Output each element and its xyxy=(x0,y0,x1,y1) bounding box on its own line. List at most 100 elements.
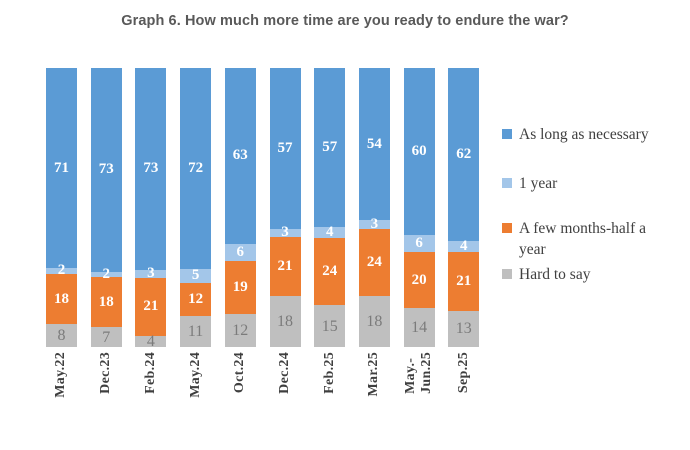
value-label: 57 xyxy=(277,139,293,156)
value-label: 18 xyxy=(98,293,114,310)
bar-segment-1-year: 3 xyxy=(269,225,301,240)
bar-segment-a-few-months-half-a-year: 21 xyxy=(135,277,167,336)
chart-title: Graph 6. How much more time are you read… xyxy=(121,13,569,29)
x-axis-label-may-24: May.24 xyxy=(187,352,203,398)
bar-may-24: 72 5 12 11 xyxy=(180,68,212,347)
x-axis-label-oct-24: Oct.24 xyxy=(232,352,248,394)
bar-segment-as-long-as-necessary: 63 xyxy=(224,68,256,244)
value-label: 6 xyxy=(236,243,245,260)
legend-label: A few months-half a year xyxy=(519,220,646,258)
bar-segment-1-year: 3 xyxy=(358,216,390,231)
bar-feb-24: 73 3 21 4 xyxy=(135,68,167,350)
value-label: 2 xyxy=(57,262,66,279)
value-label: 4 xyxy=(325,224,334,241)
bar-may-22: 71 2 18 8 xyxy=(46,68,77,347)
bar-segment-hard-to-say: 8 xyxy=(46,324,77,347)
value-label: 72 xyxy=(188,159,204,176)
bar-segment-hard-to-say: 12 xyxy=(224,313,256,347)
bar-segment-as-long-as-necessary: 57 xyxy=(269,68,301,229)
bar-sep-25: 62 4 21 13 xyxy=(448,68,480,347)
bar-segment-as-long-as-necessary: 73 xyxy=(90,68,122,272)
legend-label: As long as necessary xyxy=(519,126,649,143)
bar-segment-as-long-as-necessary: 73 xyxy=(135,68,167,270)
bar-segment-hard-to-say: 14 xyxy=(403,307,435,347)
bar-segment-a-few-months-half-a-year: 19 xyxy=(224,260,256,314)
value-label: 63 xyxy=(232,147,248,164)
legend-swatch-icon xyxy=(502,178,512,188)
bar-segment-1-year: 6 xyxy=(403,235,435,253)
x-axis-label-mar-25: Mar.25 xyxy=(366,352,382,397)
value-label: 54 xyxy=(366,135,382,152)
legend-label: Hard to say xyxy=(519,266,591,283)
value-label: 6 xyxy=(415,235,423,252)
value-label: 8 xyxy=(57,327,66,345)
value-label: 21 xyxy=(456,272,472,289)
value-label: 24 xyxy=(322,263,338,280)
bar-segment-a-few-months-half-a-year: 12 xyxy=(180,282,212,317)
bar-segment-1-year: 2 xyxy=(90,266,122,281)
value-label: 2 xyxy=(102,265,110,282)
x-axis-label-dec-23: Dec.23 xyxy=(98,352,114,394)
value-label: 4 xyxy=(460,238,468,255)
bar-segment-hard-to-say: 7 xyxy=(90,327,122,347)
value-label: 21 xyxy=(143,298,159,315)
bar-dec-24: 57 3 21 18 xyxy=(269,68,301,347)
legend: As long as necessary 1 year A few months-h… xyxy=(502,0,687,450)
bar-segment-1-year: 6 xyxy=(224,243,256,261)
bar-segment-hard-to-say: 4 xyxy=(135,332,167,350)
bar-segment-as-long-as-necessary: 71 xyxy=(46,68,77,269)
bar-segment-hard-to-say: 11 xyxy=(180,316,212,347)
value-label: 14 xyxy=(411,318,428,336)
value-label: 3 xyxy=(370,215,379,232)
bar-segment-a-few-months-half-a-year: 21 xyxy=(269,237,301,297)
bar-feb-25: 57 4 24 15 xyxy=(314,68,346,347)
x-axis-label-dec-24: Dec.24 xyxy=(276,352,292,394)
value-label: 5 xyxy=(191,267,200,284)
legend-item-as-long-as-necessary: As long as necessary xyxy=(502,124,649,145)
legend-item-a-few-months-half-a-year: A few months-half a year xyxy=(502,218,669,260)
bar-segment-as-long-as-necessary: 72 xyxy=(180,68,212,269)
value-label: 24 xyxy=(366,253,382,270)
value-label: 3 xyxy=(147,265,155,282)
value-label: 12 xyxy=(232,321,249,339)
bar-oct-24: 63 6 19 12 xyxy=(224,68,256,347)
bar-segment-hard-to-say: 13 xyxy=(448,310,480,347)
value-label: 21 xyxy=(277,258,293,275)
bar-segment-as-long-as-necessary: 57 xyxy=(314,68,346,228)
value-label: 15 xyxy=(321,317,338,335)
bar-segment-a-few-months-half-a-year: 24 xyxy=(358,228,390,297)
value-label: 60 xyxy=(411,143,427,160)
legend-swatch-icon xyxy=(502,269,512,279)
legend-swatch-icon xyxy=(502,223,512,233)
value-label: 3 xyxy=(281,224,289,241)
x-axis-label-feb-24: Feb.24 xyxy=(142,352,158,394)
bar-segment-as-long-as-necessary: 60 xyxy=(403,68,435,236)
bar-segment-as-long-as-necessary: 54 xyxy=(358,68,390,221)
value-label: 71 xyxy=(54,159,69,176)
value-label: 13 xyxy=(455,320,472,338)
x-axis-label-sep-25: Sep.25 xyxy=(455,352,471,394)
x-axis-label-may-jun-25: May.- Jun.25 xyxy=(403,352,435,394)
value-label: 11 xyxy=(187,323,204,341)
legend-swatch-icon xyxy=(502,129,512,139)
bar-mar-25: 54 3 24 18 xyxy=(358,68,390,347)
bar-segment-a-few-months-half-a-year: 24 xyxy=(314,238,346,306)
value-label: 18 xyxy=(54,290,69,307)
bar-dec-23: 73 2 18 7 xyxy=(90,68,122,347)
plot-area: 71 2 18 8 May.22 73 2 18 7 Dec.23 73 3 21 4 Feb.24 72 5 1… xyxy=(46,68,486,398)
legend-label: 1 year xyxy=(519,175,558,192)
bar-segment-hard-to-say: 18 xyxy=(358,296,390,347)
value-label: 18 xyxy=(277,313,293,331)
bar-segment-a-few-months-half-a-year: 21 xyxy=(448,252,480,311)
legend-item-hard-to-say: Hard to say xyxy=(502,264,590,285)
x-axis-label-feb-25: Feb.25 xyxy=(321,352,337,394)
x-axis-label-may-22: May.22 xyxy=(53,352,69,398)
bar-segment-a-few-months-half-a-year: 20 xyxy=(403,252,435,308)
bar-segment-1-year: 3 xyxy=(135,266,167,281)
bar-segment-hard-to-say: 15 xyxy=(314,305,346,347)
legend-item-1-year: 1 year xyxy=(502,173,557,194)
bar-segment-as-long-as-necessary: 62 xyxy=(448,68,480,241)
value-label: 4 xyxy=(146,332,155,350)
value-label: 12 xyxy=(188,291,204,308)
